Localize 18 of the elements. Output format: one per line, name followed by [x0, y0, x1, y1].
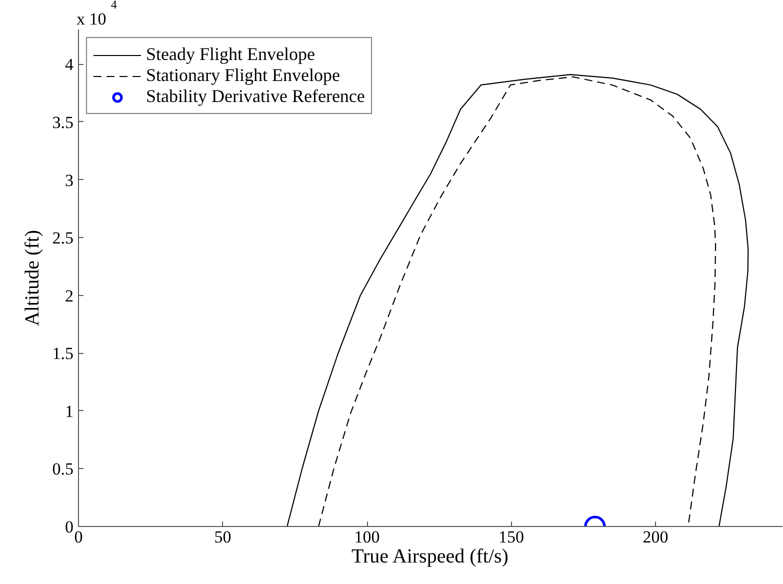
x-tick-label: 100 [354, 528, 380, 546]
legend-label: Stability Derivative Reference [146, 86, 365, 107]
x-tick-label: 200 [642, 528, 668, 546]
y-tick-label: 3.5 [52, 112, 74, 132]
y-axis-title: Altitude (ft) [21, 230, 44, 326]
x-tick-label: 150 [498, 528, 524, 546]
legend-label: Steady Flight Envelope [146, 44, 315, 65]
x-tick-label: 50 [214, 528, 232, 546]
text: x 104 [76, 0, 117, 28]
y-tick-label: 3 [65, 170, 74, 190]
y-tick-label: 1.5 [52, 344, 74, 364]
legend-label: Stationary Flight Envelope [146, 65, 340, 86]
y-tick-label: 0.5 [52, 460, 74, 479]
y-tick-label: 2 [65, 286, 74, 306]
x-axis-title: True Airspeed (ft/s) [351, 546, 508, 568]
y-tick-label: 1 [65, 402, 74, 421]
y-tick-label: 2.5 [52, 228, 74, 248]
y-tick-label: 4 [65, 55, 74, 74]
